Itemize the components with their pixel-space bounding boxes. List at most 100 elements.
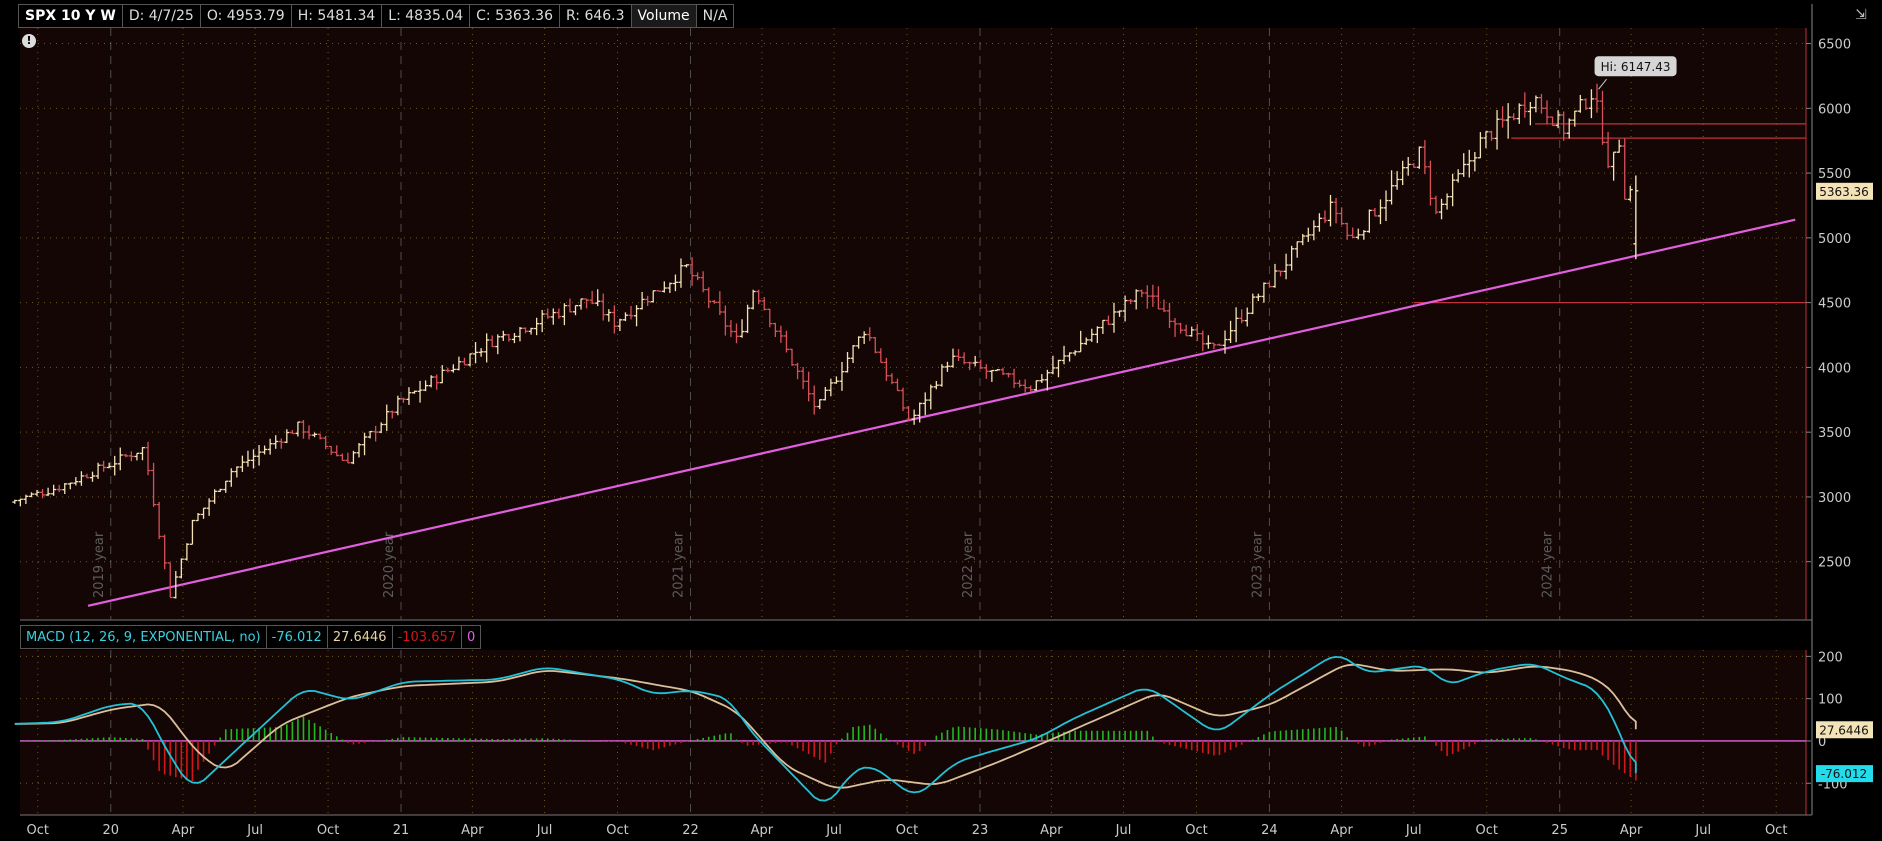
ohlc-bar [1372, 208, 1378, 217]
ohlc-bar [273, 435, 279, 449]
ohlc-bar [550, 308, 556, 325]
ohlc-bar [67, 482, 73, 490]
ohlc-bar [1522, 92, 1528, 118]
ohlc-bar [1083, 337, 1089, 345]
ohlc-bar [1383, 190, 1389, 221]
ohlc-bar [1333, 197, 1339, 224]
ohlc-bar [267, 438, 273, 455]
ohlc-bar [1550, 116, 1556, 127]
ohlc-bar [456, 356, 462, 371]
ohlc-bar [656, 290, 662, 292]
volume-label[interactable]: Volume [630, 4, 696, 28]
ohlc-bar [961, 352, 967, 365]
ohlc-bar [1144, 285, 1150, 309]
ohlc-bar [1200, 330, 1206, 352]
ohlc-bar [1194, 324, 1200, 341]
ohlc-bar [139, 446, 145, 461]
ohlc-bar [1533, 95, 1539, 113]
ohlc-bar [872, 337, 878, 354]
ohlc-bar [1017, 379, 1023, 388]
ohlc-bar [711, 299, 717, 304]
macd-zero-label: 0 [461, 625, 482, 649]
ohlc-bar [789, 348, 795, 366]
time-axis-label: 23 [972, 823, 989, 838]
alert-icon[interactable]: ! [22, 34, 36, 48]
ohlc-bar [811, 385, 817, 415]
ohlc-bar [1466, 149, 1472, 178]
ohlc-bar [1311, 220, 1317, 241]
price-tick-label: 2500 [1818, 556, 1851, 571]
ohlc-bar [1283, 253, 1289, 280]
ohlc-bar [56, 484, 62, 493]
ohlc-bar [373, 425, 379, 442]
ohlc-bar [73, 477, 79, 486]
ohlc-bar [567, 298, 573, 313]
ohlc-bar-last [1633, 175, 1639, 260]
macd-diff-label: -103.657 [391, 625, 462, 649]
ohlc-bar [928, 384, 934, 410]
ohlc-bar [589, 290, 595, 305]
ohlc-bar [1128, 298, 1134, 305]
symbol-label[interactable]: SPX 10 Y W [18, 4, 122, 28]
ohlc-bar [284, 429, 290, 444]
ohlc-bar [1011, 368, 1017, 389]
ohlc-bar [1616, 139, 1622, 153]
ohlc-bar [1150, 284, 1156, 307]
ohlc-bar [106, 462, 112, 469]
ohlc-bar [1389, 170, 1395, 205]
ohlc-bar [367, 430, 373, 439]
ohlc-bar [1100, 319, 1106, 334]
ohlc-bar [500, 330, 506, 341]
ohlc-bar [239, 455, 245, 472]
ohlc-bar [34, 489, 40, 497]
expand-icon[interactable]: ⇲ [1855, 7, 1867, 23]
ohlc-bar [661, 281, 667, 293]
ohlc-bar [733, 323, 739, 344]
ohlc-bar [1022, 379, 1028, 393]
ohlc-bar [256, 445, 262, 466]
ohlc-bar [684, 264, 690, 268]
ohlc-bar [1272, 263, 1278, 288]
time-axis-label: Oct [896, 823, 918, 838]
ohlc-bar [1028, 385, 1034, 392]
ohlc-bar [112, 455, 118, 476]
ohlc-bar [1094, 326, 1100, 344]
symbol-header: SPX 10 Y W D: 4/7/25 O: 4953.79 H: 5481.… [18, 4, 735, 28]
ohlc-bar [1377, 199, 1383, 225]
ohlc-bar [1583, 98, 1589, 110]
ohlc-bar [717, 291, 723, 316]
ohlc-bar [1155, 286, 1161, 310]
last-price-tag [1816, 182, 1873, 200]
time-axis-label: Apr [751, 823, 774, 838]
macd-study-name[interactable]: MACD (12, 26, 9, EXPONENTIAL, no) [20, 625, 266, 649]
ohlc-bar [1055, 359, 1061, 378]
ohlc-bar [672, 274, 678, 292]
ohlc-bar [856, 336, 862, 349]
ohlc-bar [1122, 295, 1128, 322]
ohlc-bar [1588, 89, 1594, 119]
ohlc-bar [722, 305, 728, 336]
ohlc-bar [1316, 213, 1322, 232]
ohlc-bar [1394, 171, 1400, 190]
ohlc-bar [1511, 113, 1517, 121]
ohlc-bar [1455, 169, 1461, 183]
ohlc-bar [434, 374, 440, 390]
ohlc-bar [1300, 234, 1306, 246]
ohlc-bar [384, 404, 390, 431]
year-separator-label: 2022 year [961, 531, 976, 598]
ohlc-bar [850, 345, 856, 364]
ohlc-bar [123, 453, 129, 458]
macd-panel-bg [20, 650, 1806, 815]
ohlc-bar [578, 298, 584, 310]
ohlc-bar [556, 308, 562, 319]
ohlc-bar [156, 501, 162, 540]
ohlc-bar [289, 430, 295, 435]
ohlc-bar [1167, 302, 1173, 329]
open-label: O: 4953.79 [199, 4, 291, 28]
time-axis-label: 20 [102, 823, 119, 838]
ohlc-bar [1239, 309, 1245, 324]
ohlc-bar [1189, 326, 1195, 337]
ohlc-bar [1133, 289, 1139, 310]
ohlc-bar [439, 365, 445, 384]
